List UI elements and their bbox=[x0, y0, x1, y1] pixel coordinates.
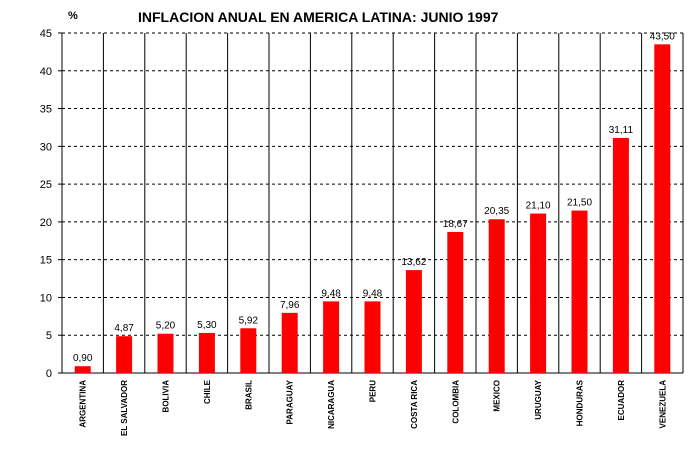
y-tick-label: 20 bbox=[40, 217, 52, 229]
gridlines bbox=[62, 32, 684, 373]
bar bbox=[116, 336, 133, 373]
category-labels: ARGENTINA EL SALVADOR BOLIVIA CHILE BRASIL PA… bbox=[79, 379, 668, 436]
bar bbox=[281, 312, 298, 373]
category-label: URUGUAY bbox=[534, 379, 543, 419]
data-label: 9,48 bbox=[321, 288, 341, 299]
data-label: 0,90 bbox=[73, 353, 93, 364]
y-tick-label: 40 bbox=[40, 66, 52, 78]
category-label: CHILE bbox=[203, 379, 212, 404]
bar bbox=[447, 231, 464, 373]
category-label: COLOMBIA bbox=[451, 380, 460, 424]
data-label: 5,30 bbox=[197, 320, 217, 331]
data-label: 5,20 bbox=[156, 321, 176, 332]
bar bbox=[612, 137, 629, 373]
category-label: BOLIVIA bbox=[162, 380, 171, 413]
bar bbox=[240, 328, 257, 373]
data-label: 31,11 bbox=[609, 125, 634, 136]
value-labels: 0,90 4,87 5,20 5,30 5,92 7,96 9,48 9,48 13,62 18,… bbox=[73, 31, 675, 364]
category-label: EL SALVADOR bbox=[120, 380, 129, 436]
y-axis-label: % bbox=[68, 10, 78, 22]
y-tick-label: 30 bbox=[40, 141, 52, 153]
data-label: 18,67 bbox=[443, 219, 468, 230]
category-label: ARGENTINA bbox=[79, 380, 88, 428]
data-label: 21,50 bbox=[567, 198, 592, 209]
bars bbox=[74, 44, 671, 373]
category-label: MEXICO bbox=[493, 380, 502, 412]
data-label: 5,92 bbox=[239, 315, 259, 326]
data-label: 9,48 bbox=[363, 288, 383, 299]
data-label: 4,87 bbox=[114, 323, 134, 334]
data-label: 20,35 bbox=[484, 206, 509, 217]
category-label: PERU bbox=[369, 380, 378, 402]
y-tick-label: 15 bbox=[40, 255, 52, 267]
bar bbox=[654, 44, 671, 373]
bar bbox=[323, 301, 340, 373]
y-tick-label: 0 bbox=[46, 368, 52, 380]
category-label: BRASIL bbox=[244, 380, 253, 410]
y-tick-labels: 0 5 10 15 20 25 30 35 40 45 bbox=[40, 28, 52, 380]
category-label: HONDURAS bbox=[576, 379, 585, 426]
y-tick-label: 25 bbox=[40, 179, 52, 191]
y-tick-label: 35 bbox=[40, 104, 52, 116]
data-label: 43,50 bbox=[650, 31, 675, 42]
category-label: VENEZUELA bbox=[658, 380, 667, 429]
bar bbox=[74, 366, 91, 373]
data-label: 13,62 bbox=[401, 257, 426, 268]
bar bbox=[405, 270, 422, 373]
bar bbox=[364, 301, 381, 373]
bar bbox=[157, 333, 174, 373]
data-label: 7,96 bbox=[280, 300, 300, 311]
category-label: PARAGUAY bbox=[286, 379, 295, 424]
data-label: 21,10 bbox=[526, 201, 551, 212]
y-tick-label: 5 bbox=[46, 330, 52, 342]
category-label: COSTA RICA bbox=[410, 380, 419, 429]
chart-title: INFLACION ANUAL EN AMERICA LATINA: JUNIO… bbox=[138, 9, 499, 25]
y-tick-label: 10 bbox=[40, 292, 52, 304]
bar bbox=[488, 219, 505, 373]
bar bbox=[571, 210, 588, 373]
category-label: ECUADOR bbox=[617, 380, 626, 421]
category-label: NICARAGUA bbox=[327, 380, 336, 429]
bar bbox=[530, 213, 547, 373]
bar bbox=[198, 332, 215, 373]
y-tick-label: 45 bbox=[40, 28, 52, 40]
